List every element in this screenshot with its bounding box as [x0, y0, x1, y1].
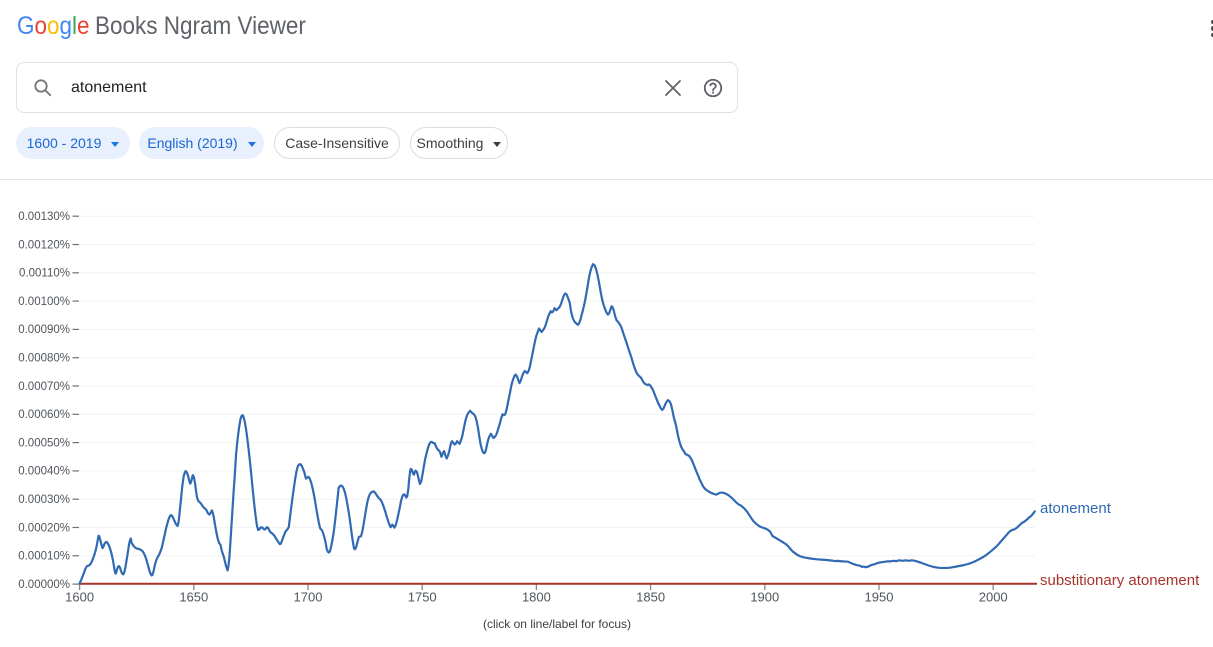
svg-text:1950: 1950	[865, 590, 894, 605]
svg-text:1900: 1900	[750, 590, 779, 605]
svg-text:2000: 2000	[979, 590, 1008, 605]
svg-text:0.00080%: 0.00080%	[18, 353, 70, 365]
svg-text:0.00030%: 0.00030%	[18, 494, 70, 506]
svg-text:0.00010%: 0.00010%	[18, 551, 70, 563]
svg-text:0.00120%: 0.00120%	[18, 239, 70, 251]
svg-text:(click on line/label for focus: (click on line/label for focus)	[483, 617, 631, 631]
svg-text:0.00000%: 0.00000%	[18, 579, 70, 591]
svg-text:1650: 1650	[179, 590, 208, 605]
svg-text:0.00100%: 0.00100%	[18, 296, 70, 308]
svg-text:atonement: atonement	[1040, 500, 1112, 517]
svg-text:0.00060%: 0.00060%	[18, 409, 70, 421]
svg-text:1750: 1750	[408, 590, 437, 605]
svg-text:1850: 1850	[636, 590, 665, 605]
svg-text:0.00070%: 0.00070%	[18, 381, 70, 393]
svg-text:0.00130%: 0.00130%	[18, 211, 70, 223]
svg-text:1700: 1700	[294, 590, 323, 605]
svg-text:1600: 1600	[65, 590, 94, 605]
svg-text:0.00050%: 0.00050%	[18, 437, 70, 449]
svg-text:0.00090%: 0.00090%	[18, 324, 70, 336]
svg-text:0.00110%: 0.00110%	[19, 268, 70, 280]
svg-text:1800: 1800	[522, 590, 551, 605]
svg-text:0.00040%: 0.00040%	[18, 466, 70, 478]
svg-text:0.00020%: 0.00020%	[18, 522, 70, 534]
svg-text:substitionary atonement: substitionary atonement	[1040, 572, 1200, 589]
